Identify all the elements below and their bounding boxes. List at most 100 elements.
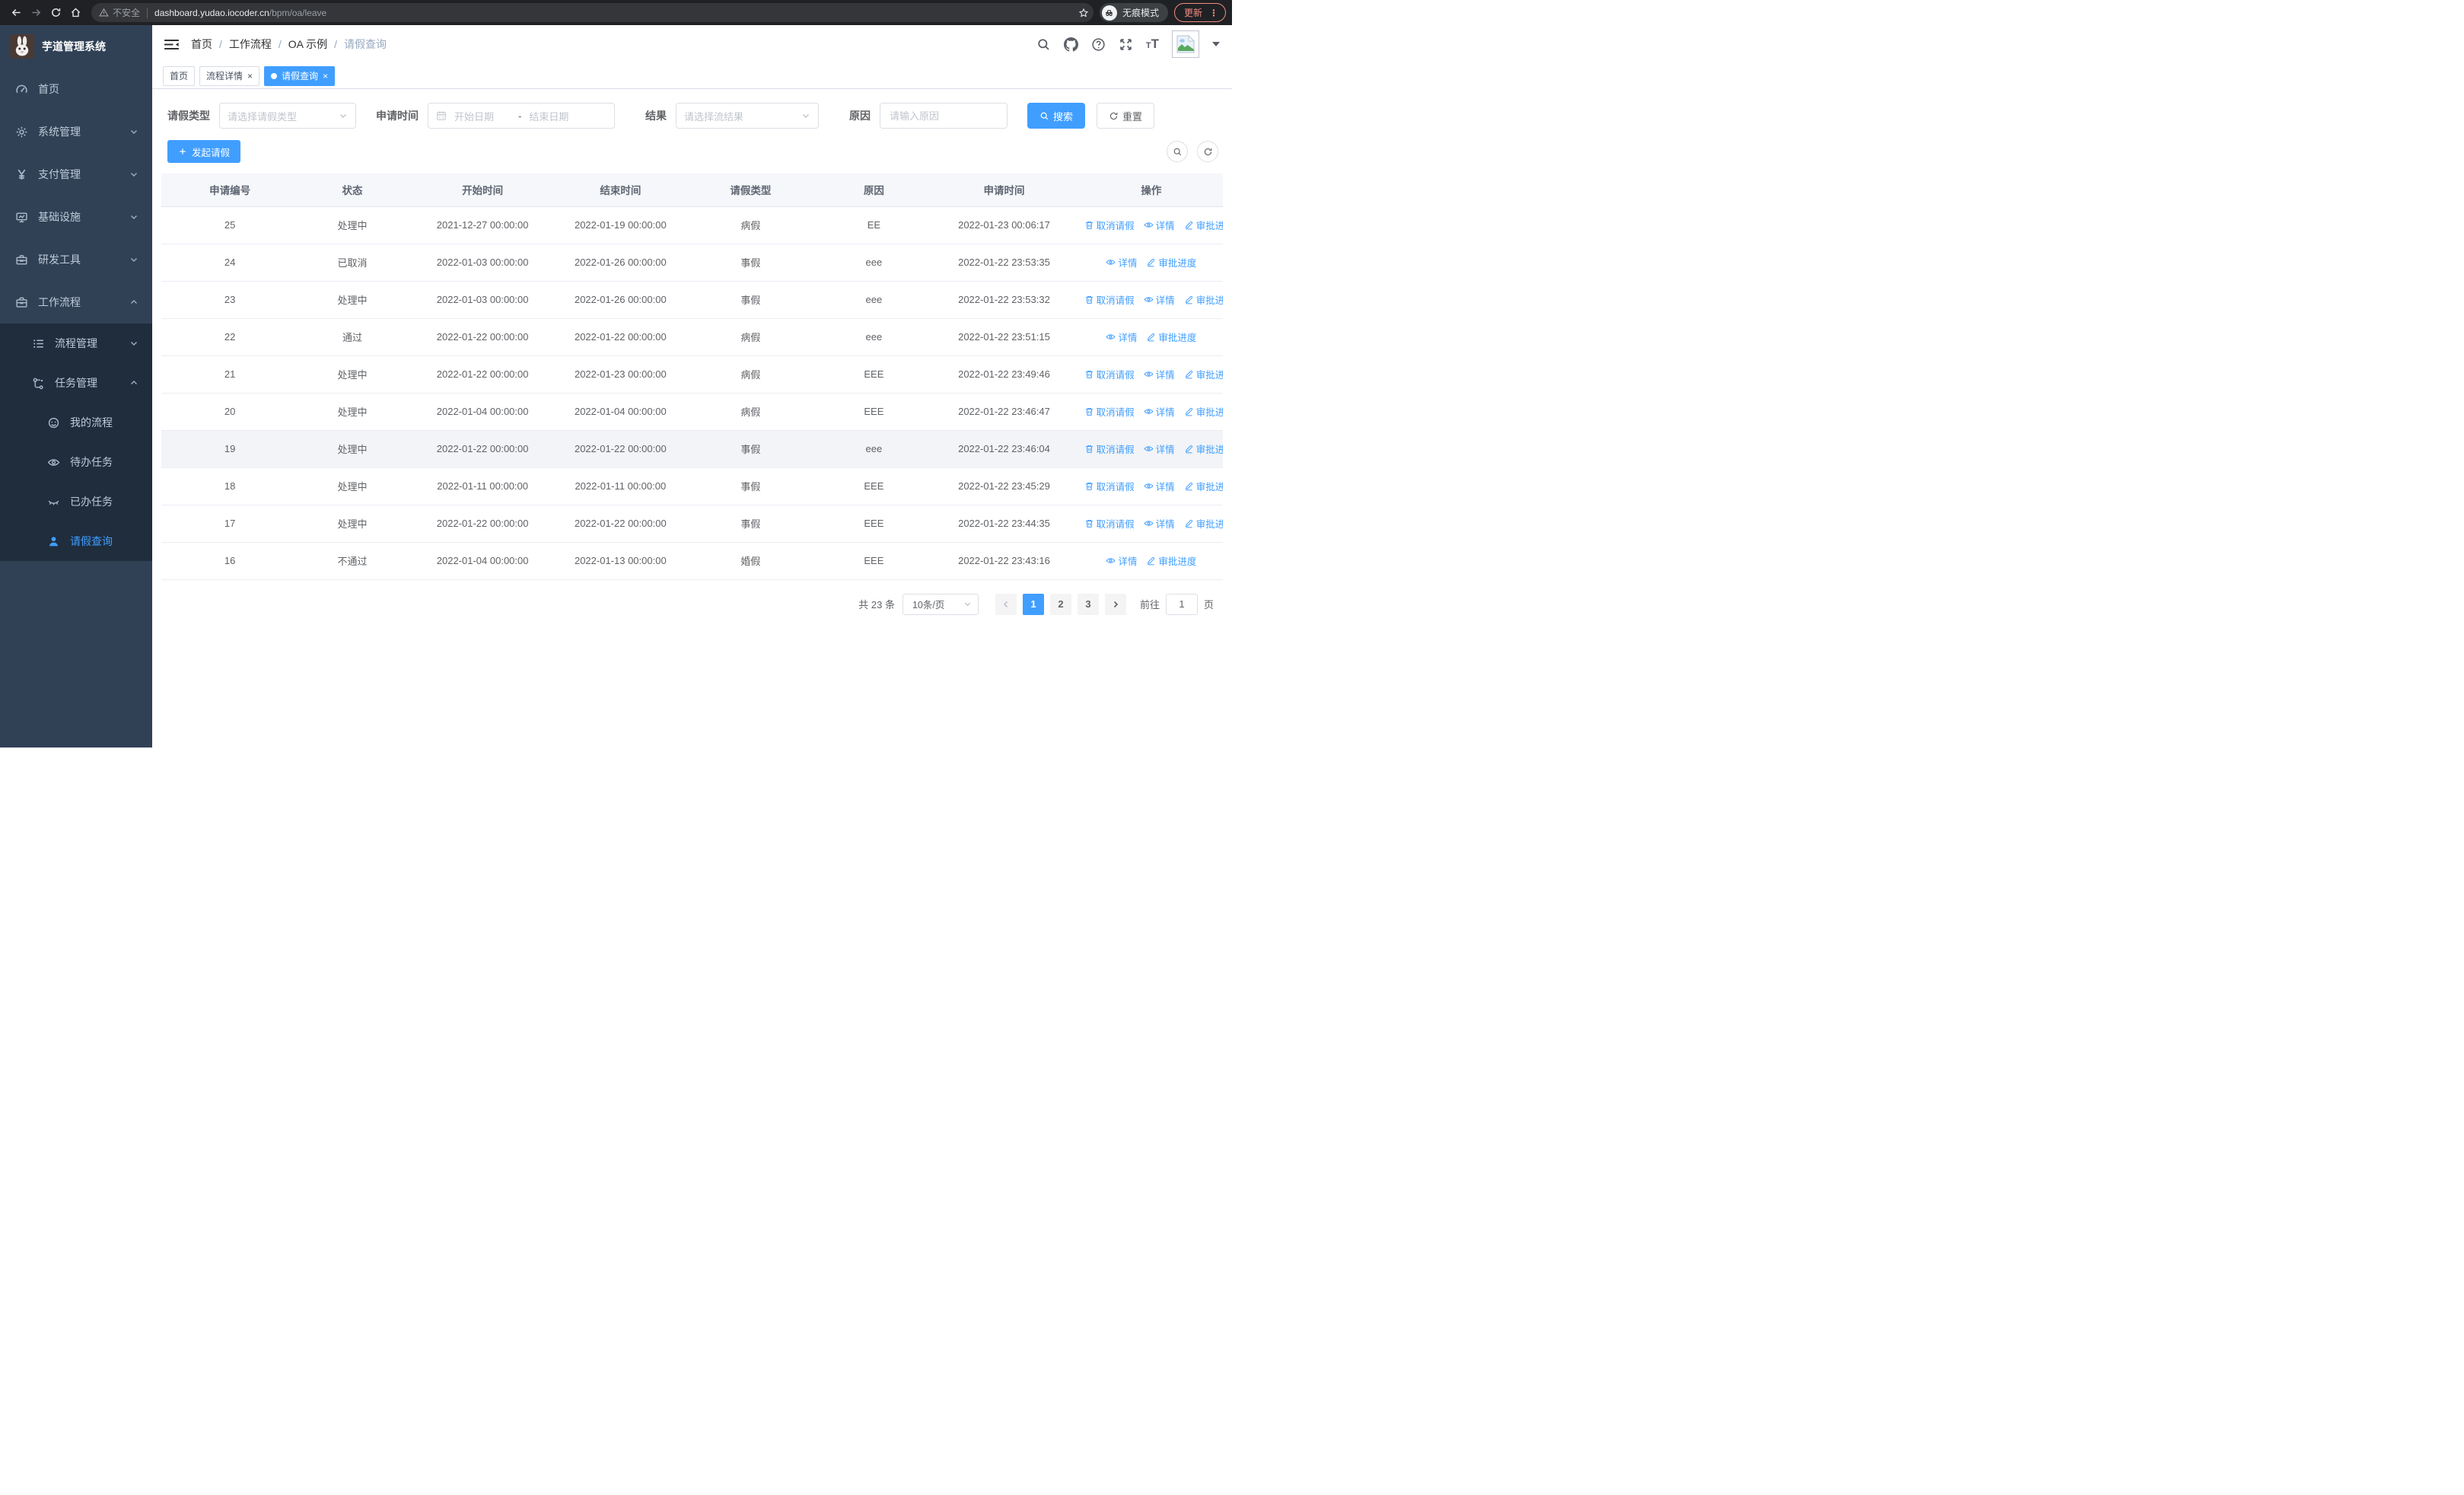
sidebar-item-task-mgmt[interactable]: 任务管理	[0, 363, 152, 403]
breadcrumb-item-0[interactable]: 首页	[191, 38, 212, 50]
forward-icon[interactable]	[26, 3, 46, 23]
font-size-icon[interactable]: TT	[1145, 37, 1159, 51]
fullscreen-icon[interactable]	[1119, 37, 1133, 52]
user-avatar[interactable]	[1172, 30, 1199, 58]
cancel-action-link[interactable]: 取消请假	[1084, 516, 1135, 531]
progress-action-link[interactable]: 审批进度	[1184, 367, 1223, 381]
next-page-button[interactable]	[1104, 593, 1126, 615]
goto-page-input[interactable]	[1165, 593, 1198, 615]
search-button[interactable]: 搜索	[1027, 103, 1086, 129]
cell-actions: 详情 审批进度	[1079, 244, 1223, 282]
progress-action-link[interactable]: 审批进度	[1184, 441, 1223, 456]
progress-action-link[interactable]: 审批进度	[1146, 553, 1196, 568]
tab-首页[interactable]: 首页	[163, 65, 196, 86]
close-tab-icon[interactable]: ×	[247, 70, 253, 81]
sidebar-item-devtools[interactable]: 研发工具	[0, 238, 152, 281]
detail-action-link[interactable]: 详情	[1106, 255, 1137, 269]
progress-action-link[interactable]: 审批进度	[1184, 292, 1223, 307]
detail-action-link[interactable]: 详情	[1144, 441, 1175, 456]
progress-action-link[interactable]: 审批进度	[1146, 330, 1196, 344]
search-icon[interactable]	[1036, 37, 1051, 52]
cell-apply_time: 2022-01-22 23:53:35	[928, 244, 1080, 282]
trash-icon	[1084, 518, 1094, 528]
detail-action-link[interactable]: 详情	[1144, 218, 1175, 232]
progress-action-link[interactable]: 审批进度	[1146, 255, 1196, 269]
tab-请假查询[interactable]: 请假查询 ×	[264, 65, 336, 86]
trash-icon	[1084, 220, 1094, 230]
update-button[interactable]: 更新 ⋮	[1173, 3, 1226, 22]
reset-button[interactable]: 重置	[1097, 103, 1155, 129]
progress-action-link[interactable]: 审批进度	[1184, 404, 1223, 419]
security-label: 不安全	[113, 8, 141, 18]
tab-流程详情[interactable]: 流程详情 ×	[199, 65, 260, 86]
cell-start: 2022-01-22 00:00:00	[406, 318, 559, 356]
collapse-sidebar-icon[interactable]	[164, 38, 179, 51]
cell-status: 处理中	[298, 430, 406, 468]
url-bar[interactable]: 不安全 dashboard.yudao.iocoder.cn/bpm/oa/le…	[91, 3, 1094, 22]
table-header-row: 申请编号 状态 开始时间 结束时间 请假类型 原因 申请时间 操作	[161, 174, 1223, 207]
sidebar-item-my-process[interactable]: 我的流程	[0, 403, 152, 442]
sidebar-item-todo-task[interactable]: 待办任务	[0, 442, 152, 482]
apply-time-range-picker[interactable]: 开始日期 - 结束日期	[428, 103, 615, 129]
detail-action-link[interactable]: 详情	[1106, 330, 1137, 344]
reason-input[interactable]	[880, 103, 1008, 129]
help-icon[interactable]	[1091, 37, 1106, 52]
sidebar-item-system[interactable]: 系统管理	[0, 110, 152, 153]
sidebar-item-leave-query[interactable]: 请假查询	[0, 521, 152, 561]
home-icon[interactable]	[65, 3, 85, 23]
prev-page-button[interactable]	[995, 593, 1017, 615]
detail-action-link[interactable]: 详情	[1144, 367, 1175, 381]
progress-action-link[interactable]: 审批进度	[1184, 479, 1223, 493]
cell-apply_time: 2022-01-22 23:45:29	[928, 467, 1080, 505]
progress-action-link[interactable]: 审批进度	[1184, 218, 1223, 232]
cell-reason: EEE	[819, 467, 929, 505]
sidebar-item-workflow[interactable]: 工作流程	[0, 281, 152, 324]
cell-apply_time: 2022-01-22 23:46:47	[928, 393, 1080, 431]
cell-start: 2022-01-03 00:00:00	[406, 281, 559, 319]
progress-action-link[interactable]: 审批进度	[1184, 516, 1223, 531]
page-size-select[interactable]: 10条/页	[902, 593, 979, 615]
sidebar-item-payment[interactable]: 支付管理	[0, 153, 152, 196]
sidebar-item-infra[interactable]: 基础设施	[0, 196, 152, 238]
browser-menu-icon[interactable]: ⋮	[1209, 7, 1218, 18]
detail-action-link[interactable]: 详情	[1144, 479, 1175, 493]
cancel-action-link[interactable]: 取消请假	[1084, 404, 1135, 419]
cancel-action-link[interactable]: 取消请假	[1084, 367, 1135, 381]
logo[interactable]: 芋道管理系统	[0, 25, 152, 68]
cancel-action-link[interactable]: 取消请假	[1084, 218, 1135, 232]
cell-start: 2022-01-11 00:00:00	[406, 467, 559, 505]
cancel-action-link[interactable]: 取消请假	[1084, 479, 1135, 493]
back-icon[interactable]	[6, 3, 26, 23]
cancel-action-link[interactable]: 取消请假	[1084, 441, 1135, 456]
cell-id: 19	[161, 430, 299, 468]
avatar-caret-icon[interactable]	[1212, 42, 1220, 46]
cell-reason: EEE	[819, 355, 929, 394]
page-button-3[interactable]: 3	[1077, 593, 1099, 615]
date-end-placeholder: 结束日期	[529, 110, 569, 123]
detail-action-link[interactable]: 详情	[1144, 404, 1175, 419]
breadcrumb-item-1[interactable]: 工作流程	[228, 38, 272, 50]
sidebar-item-done-task[interactable]: 已办任务	[0, 482, 152, 521]
close-tab-icon[interactable]: ×	[323, 70, 329, 81]
cancel-action-link[interactable]: 取消请假	[1084, 292, 1135, 307]
github-icon[interactable]	[1063, 37, 1078, 52]
toggle-search-button[interactable]	[1167, 141, 1188, 162]
eye-icon	[1106, 257, 1116, 267]
detail-action-link[interactable]: 详情	[1144, 292, 1175, 307]
page-button-1[interactable]: 1	[1022, 593, 1044, 615]
sidebar-item-home[interactable]: 首页	[0, 68, 152, 110]
sidebar-item-process-mgmt[interactable]: 流程管理	[0, 324, 152, 363]
content: 请假类型 请选择请假类型 申请时间 开始日期 - 结束日期 结果 请选择流结果	[152, 89, 1232, 748]
detail-action-link[interactable]: 详情	[1144, 516, 1175, 531]
bookmark-star-icon[interactable]	[1078, 8, 1089, 18]
trash-icon	[1084, 295, 1094, 304]
result-select[interactable]: 请选择流结果	[676, 103, 819, 129]
refresh-table-button[interactable]	[1197, 141, 1218, 162]
refresh-icon[interactable]	[46, 3, 65, 23]
leave-type-select[interactable]: 请选择请假类型	[219, 103, 356, 129]
page-button-2[interactable]: 2	[1049, 593, 1071, 615]
breadcrumb-item-2[interactable]: OA 示例	[288, 38, 328, 50]
detail-action-link[interactable]: 详情	[1106, 553, 1137, 568]
create-leave-button[interactable]: 发起请假	[167, 140, 241, 163]
dashboard-icon	[15, 83, 28, 96]
